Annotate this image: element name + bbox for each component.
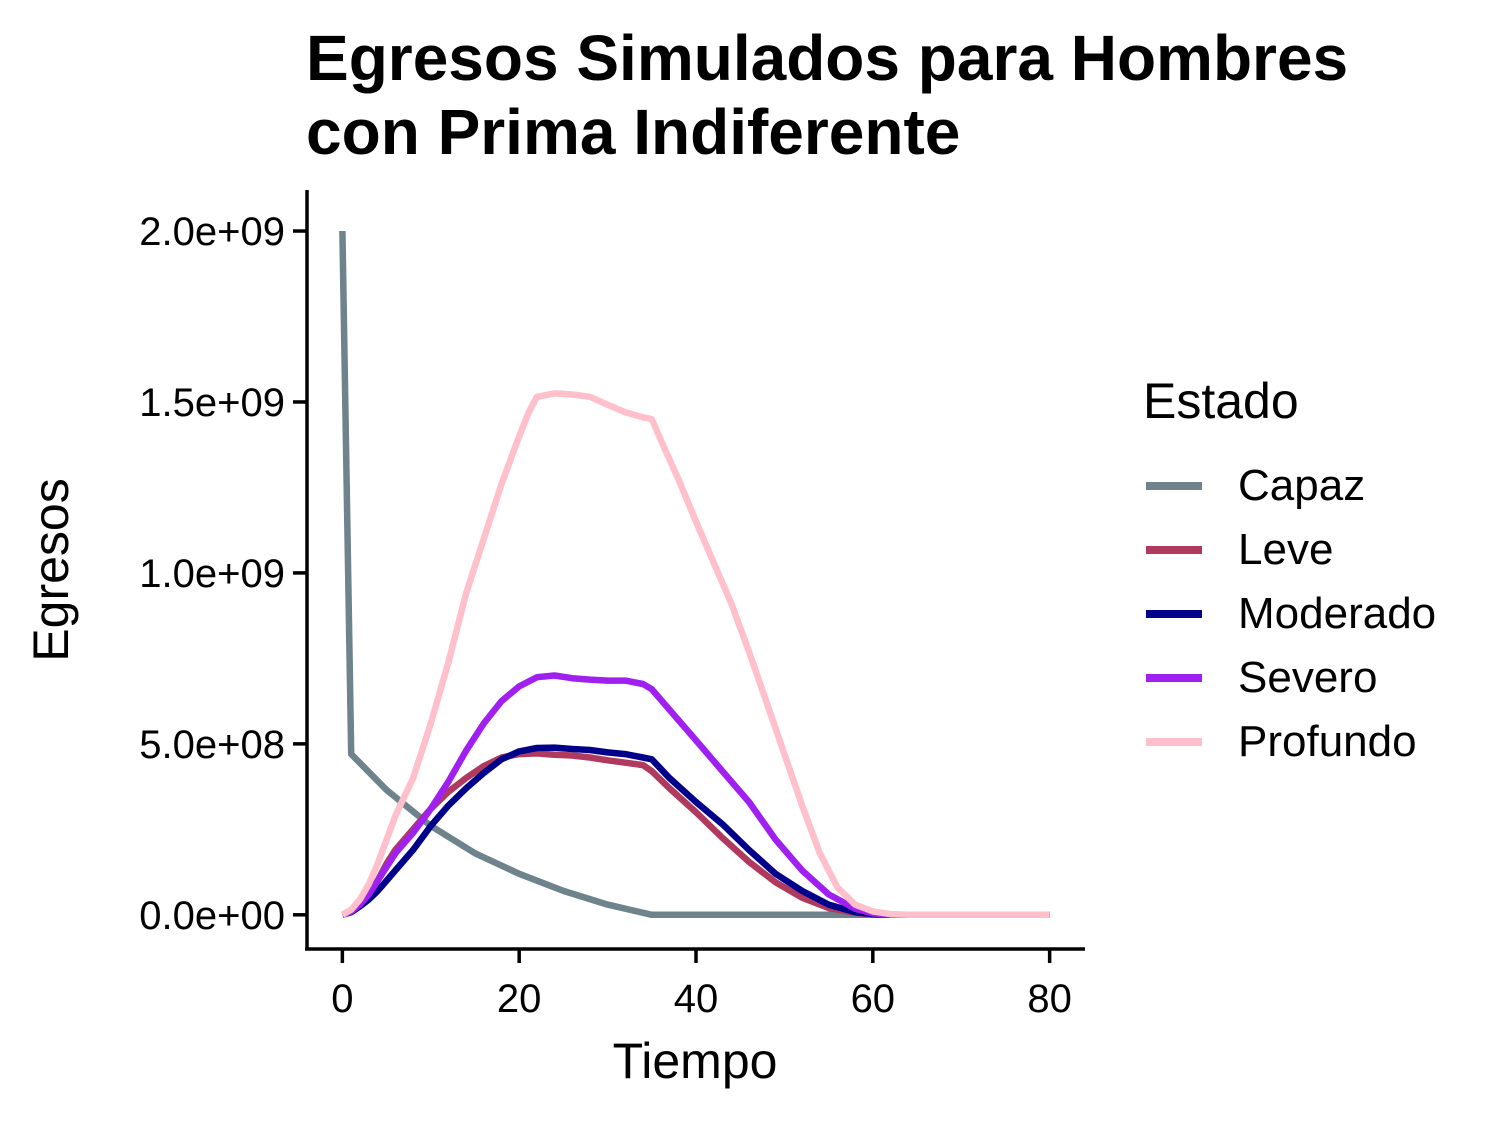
legend-label: Leve [1238,525,1334,574]
legend-label: Severo [1238,653,1378,702]
y-tick-label: 1.0e+09 [139,552,285,596]
x-tick-label: 0 [331,977,353,1021]
legend-label: Profundo [1238,717,1417,766]
y-ticks: 0.0e+00 5.0e+08 1.0e+09 1.5e+09 2.0e+09 [139,210,307,938]
x-axis-label: Tiempo [613,1033,778,1089]
y-axis-label: Egresos [23,478,79,661]
legend-item-profundo: Profundo [1146,712,1417,772]
legend-title: Estado [1143,373,1299,429]
series-line-moderado [341,744,1050,919]
x-tick-label: 80 [1027,977,1072,1021]
y-tick-label: 5.0e+08 [139,723,285,767]
legend-label: Capaz [1238,461,1366,510]
x-tick-label: 60 [851,977,896,1021]
legend-key-swatch [1146,610,1202,618]
series-layer [339,230,1050,919]
legend-item-capaz: Capaz [1146,456,1365,516]
legend-key-swatch [1146,738,1202,746]
legend-item-moderado: Moderado [1146,584,1436,644]
x-tick-label: 20 [497,977,542,1021]
legend-item-severo: Severo [1146,648,1377,708]
series-line-severo [341,672,1050,919]
legend-key-swatch [1146,546,1202,554]
y-tick-label: 1.5e+09 [139,381,285,425]
legend-label: Moderado [1238,589,1437,638]
legend-item-leve: Leve [1146,520,1333,580]
legend-key-swatch [1146,674,1202,682]
y-tick-label: 2.0e+09 [139,210,285,254]
chart-title-line-1: Egresos Simulados para Hombres [306,22,1349,94]
x-ticks: 0 20 40 60 80 [331,949,1072,1021]
legend-key-swatch [1146,482,1202,490]
series-line-profundo [340,390,1050,919]
y-tick-label: 0.0e+00 [139,894,285,938]
x-tick-label: 40 [674,977,719,1021]
chart-title-line-2: con Prima Indiferente [306,96,961,168]
